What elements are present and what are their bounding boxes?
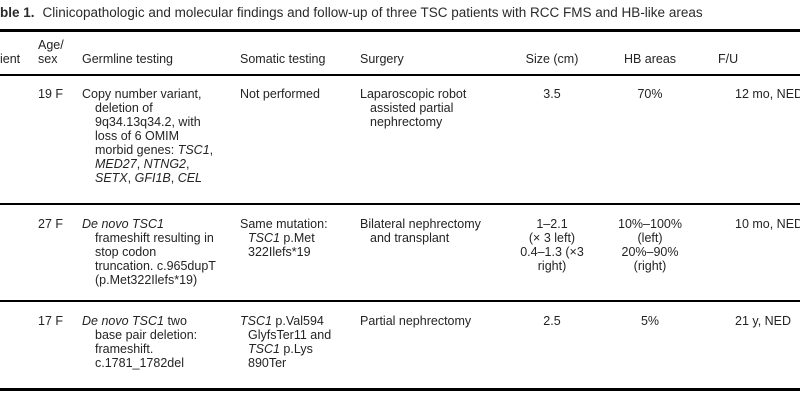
data-table: ient Age/sex Germline testing Somatic te… xyxy=(0,29,800,391)
cell-age-sex: 27 F xyxy=(38,217,64,231)
cell-fu: 21 y, NED xyxy=(735,314,792,328)
cell-size: 2.5 xyxy=(543,314,561,328)
cell-hb-areas: 70% xyxy=(637,87,663,101)
cell-patient xyxy=(0,75,32,204)
table-caption: ble 1. Clinicopathologic and molecular fi… xyxy=(0,0,800,21)
table-number: ble 1. xyxy=(0,5,35,20)
cell-age-sex: 17 F xyxy=(38,314,64,328)
col-header-somatic-testing: Somatic testing xyxy=(238,30,358,76)
cell-somatic-testing: Same mutation: TSC1 p.Met 322Ilefs*19 xyxy=(240,217,328,259)
col-header-hb-areas: HB areas xyxy=(598,30,702,76)
col-header-size: Size (cm) xyxy=(506,30,598,76)
cell-hb-areas: 10%–100% (left) 20%–90% (right) xyxy=(618,217,682,273)
table-row-patient-2: 27 F De novo TSC1 frameshift resulting in… xyxy=(0,204,800,301)
cell-germline-testing: De novo TSC1 two base pair deletion: frame… xyxy=(82,314,198,370)
cell-age-sex: 19 F xyxy=(38,87,64,101)
cell-size: 1–2.1 (× 3 left) 0.4–1.3 (×3 right) xyxy=(520,217,584,273)
cell-patient xyxy=(0,301,32,390)
cell-germline-testing: Copy number variant, deletion of 9q34.13q3… xyxy=(82,87,214,185)
col-header-age-sex: Age/sex xyxy=(32,30,80,76)
col-header-fu: F/U xyxy=(702,30,800,76)
table-caption-text: Clinicopathologic and molecular findings… xyxy=(42,5,703,20)
cell-hb-areas: 5% xyxy=(640,314,660,328)
table-row-patient-1: 19 F Copy number variant, deletion of 9q34… xyxy=(0,75,800,204)
cell-size: 3.5 xyxy=(543,87,561,101)
header-row: ient Age/sex Germline testing Somatic te… xyxy=(0,30,800,76)
cell-fu: 12 mo, NED xyxy=(735,87,800,101)
table-row-patient-3: 17 F De novo TSC1 two base pair deletion:… xyxy=(0,301,800,390)
cell-somatic-testing: Not performed xyxy=(240,87,320,101)
col-header-patient: ient xyxy=(0,30,32,76)
cell-patient xyxy=(0,204,32,301)
cell-somatic-testing: TSC1 p.Val594 GlyfsTer11 and TSC1 p.Lys 890… xyxy=(240,314,332,370)
cell-surgery: Bilateral nephrectomy and transplant xyxy=(360,217,481,245)
cell-fu: 10 mo, NED xyxy=(735,217,800,231)
cell-surgery: Partial nephrectomy xyxy=(360,314,472,328)
col-header-surgery: Surgery xyxy=(358,30,506,76)
cell-germline-testing: De novo TSC1 frameshift resulting in stop … xyxy=(82,217,216,287)
col-header-germline-testing: Germline testing xyxy=(80,30,238,76)
cell-surgery: Laparoscopic robot assisted partial nephre… xyxy=(360,87,467,129)
